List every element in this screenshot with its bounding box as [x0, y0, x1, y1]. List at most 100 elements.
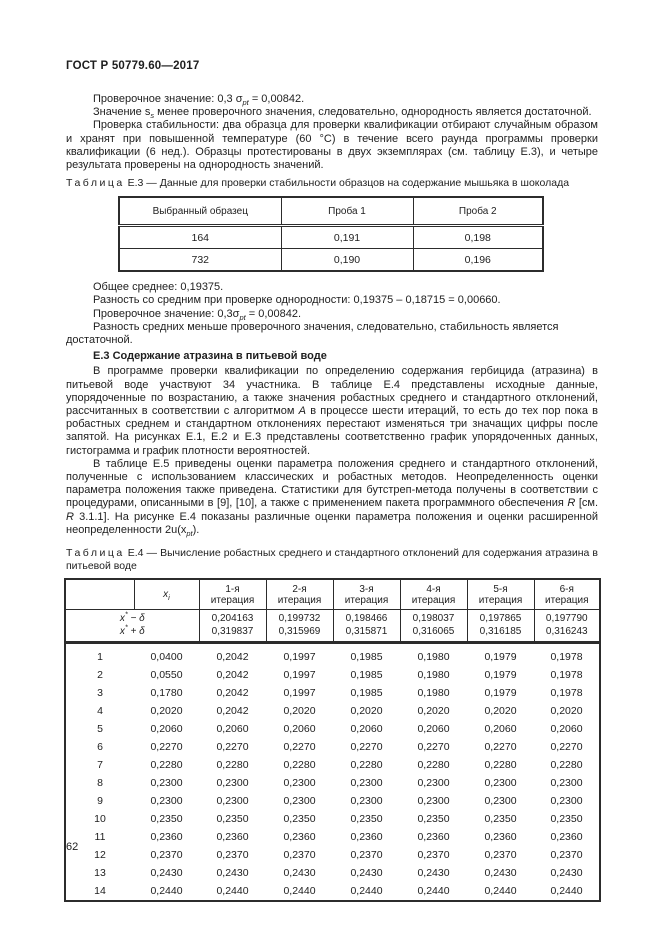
table-cell: 0,2370	[350, 849, 383, 862]
table-cell: 0,2020	[417, 705, 450, 718]
limits-row: x* − δ x* + δ 0,204163 0,319837 0,199732 0…	[64, 609, 601, 645]
table-cell: 0,2430	[417, 867, 450, 880]
table-cell: 0,2060	[150, 723, 183, 736]
table-cell: 0,2370	[283, 849, 316, 862]
text-run: В таблице Е.5 приведены оценки параметра…	[66, 457, 598, 510]
table-row: 4 0,2020 0,2042 0,2020 0,2020 0,2020 0,2020 0,2…	[65, 702, 600, 720]
limit-value: 0,316185	[479, 626, 522, 638]
iteration-word: итерация	[277, 594, 322, 606]
limit-value: 0,316065	[412, 626, 455, 638]
caption-number: Е.4	[124, 547, 147, 560]
table-e3-caption: Таблица Е.3 — Данные для проверки стабил…	[66, 177, 598, 190]
table-cell: 0,2280	[484, 759, 517, 772]
table-row: 6 0,2270 0,2270 0,2270 0,2270 0,2270 0,2270 0,2…	[65, 738, 600, 756]
e3-notes: Общее среднее: 0,19375. Разность со сред…	[66, 281, 598, 347]
text-run: 3.1.1]. На рисунке Е.4 показаны различны…	[66, 510, 598, 536]
table-cell: 0,2440	[150, 885, 183, 898]
limit-value: 0,198466	[345, 613, 388, 625]
table-e4-caption: Таблица Е.4 — Вычисление робастных средн…	[66, 547, 598, 573]
table-row: 3 0,1780 0,2042 0,1997 0,1985 0,1980 0,1979 0,1…	[65, 684, 600, 702]
table-cell: 0,0550	[150, 669, 183, 682]
limit-value: 0,199732	[278, 613, 321, 625]
table-row: 14 0,2440 0,2440 0,2440 0,2440 0,2440 0,2440 0,…	[65, 882, 600, 901]
table-cell: 0,2300	[484, 777, 517, 790]
table-cell: 0,1979	[484, 669, 517, 682]
table-cell: 0,2060	[417, 723, 450, 736]
caption-dash: —	[146, 547, 161, 560]
table-cell: 0,2060	[484, 723, 517, 736]
limit-value: 0,197790	[545, 613, 588, 625]
table-cell: 0,2300	[350, 795, 383, 808]
table-cell: 0,2042	[216, 687, 249, 700]
table-cell: 0,1978	[550, 687, 583, 700]
table-cell: 0,2370	[216, 849, 249, 862]
table-cell: 164	[118, 225, 282, 250]
table-cell: 0,2300	[283, 795, 316, 808]
table-cell: 0,2270	[150, 741, 183, 754]
table-cell: 0,2300	[216, 777, 249, 790]
table-cell: 0,2300	[417, 777, 450, 790]
table-cell: 0,2440	[283, 885, 316, 898]
iteration-word: итерация	[344, 594, 389, 606]
table-cell: 0,2300	[216, 795, 249, 808]
table-row: 5 0,2060 0,2060 0,2060 0,2060 0,2060 0,2060 0,2…	[65, 720, 600, 738]
column-header: Проба 1	[280, 196, 414, 228]
table-cell: 0,2280	[283, 759, 316, 772]
table-cell: 0,2280	[150, 759, 183, 772]
document-header: ГОСТ Р 50779.60—2017	[66, 60, 200, 72]
table-cell: 2	[97, 669, 103, 682]
table-cell: 0,2280	[350, 759, 383, 772]
table-cell: 0,1979	[484, 687, 517, 700]
limit-value: 0,315871	[345, 626, 388, 638]
limit-value: 0,319837	[211, 626, 254, 638]
column-header-xi: xi	[133, 578, 200, 611]
table-cell: 0,2020	[283, 705, 316, 718]
table-row: 11 0,2360 0,2360 0,2360 0,2360 0,2360 0,2360 0,…	[65, 828, 600, 846]
iteration-number: 6-я	[559, 583, 574, 595]
column-header: Выбранный образец	[118, 196, 282, 228]
table-cell: 0,2350	[484, 813, 517, 826]
iteration-number: 5-я	[493, 583, 508, 595]
table-cell: 0,2060	[283, 723, 316, 736]
table-cell: 0,1980	[417, 669, 450, 682]
table-cell: 0,2020	[350, 705, 383, 718]
table-row: 9 0,2300 0,2300 0,2300 0,2300 0,2300 0,2300 0,2…	[65, 792, 600, 810]
table-cell: 0,1978	[550, 669, 583, 682]
table-cell: 0,2370	[550, 849, 583, 862]
limit-symbol: x	[119, 626, 125, 638]
table-cell: 0,1980	[417, 651, 450, 664]
note-line: Разность со средним при проверке однород…	[93, 294, 501, 307]
table-cell: 0,2270	[550, 741, 583, 754]
limit-labels-cell: x* − δ x* + δ	[64, 609, 200, 645]
caption-dash: —	[146, 177, 160, 190]
table-cell: 0,191	[280, 225, 414, 250]
text-run: в процессе шести итераций, то есть до те…	[66, 405, 598, 457]
table-cell: 0,2430	[283, 867, 316, 880]
table-cell: 0,2440	[216, 885, 249, 898]
table-cell: 0,190	[280, 248, 414, 272]
table-row: 164 0,191 0,198	[118, 225, 544, 250]
table-cell: 4	[97, 705, 103, 718]
table-cell: 0,1985	[350, 669, 383, 682]
table-cell: 0,2370	[484, 849, 517, 862]
table-cell: 0,2300	[484, 795, 517, 808]
table-cell: 0,0400	[150, 651, 183, 664]
table-cell: 0,1997	[283, 687, 316, 700]
italic-run: R	[567, 497, 576, 510]
limit-values-cell: 0,197865 0,316185	[466, 609, 535, 645]
table-cell: 0,2440	[350, 885, 383, 898]
table-cell: 0,2042	[216, 669, 249, 682]
table-cell: 0,2430	[150, 867, 183, 880]
subscript: pt	[186, 529, 193, 539]
table-cell: 0,1985	[350, 687, 383, 700]
table-header-row: xi 1-я итерация 2-я итерация 3-я итерация 4…	[64, 578, 601, 611]
table-header-row: Выбранный образец Проба 1 Проба 2	[118, 196, 544, 228]
table-cell: 5	[97, 723, 103, 736]
table-e3: Выбранный образец Проба 1 Проба 2 164 0,…	[118, 196, 544, 273]
table-cell: 0,2060	[216, 723, 249, 736]
table-cell: 0,2360	[150, 831, 183, 844]
limit-symbol: x	[119, 613, 125, 625]
table-cell: 0,2280	[216, 759, 249, 772]
table-cell: 0,2360	[350, 831, 383, 844]
